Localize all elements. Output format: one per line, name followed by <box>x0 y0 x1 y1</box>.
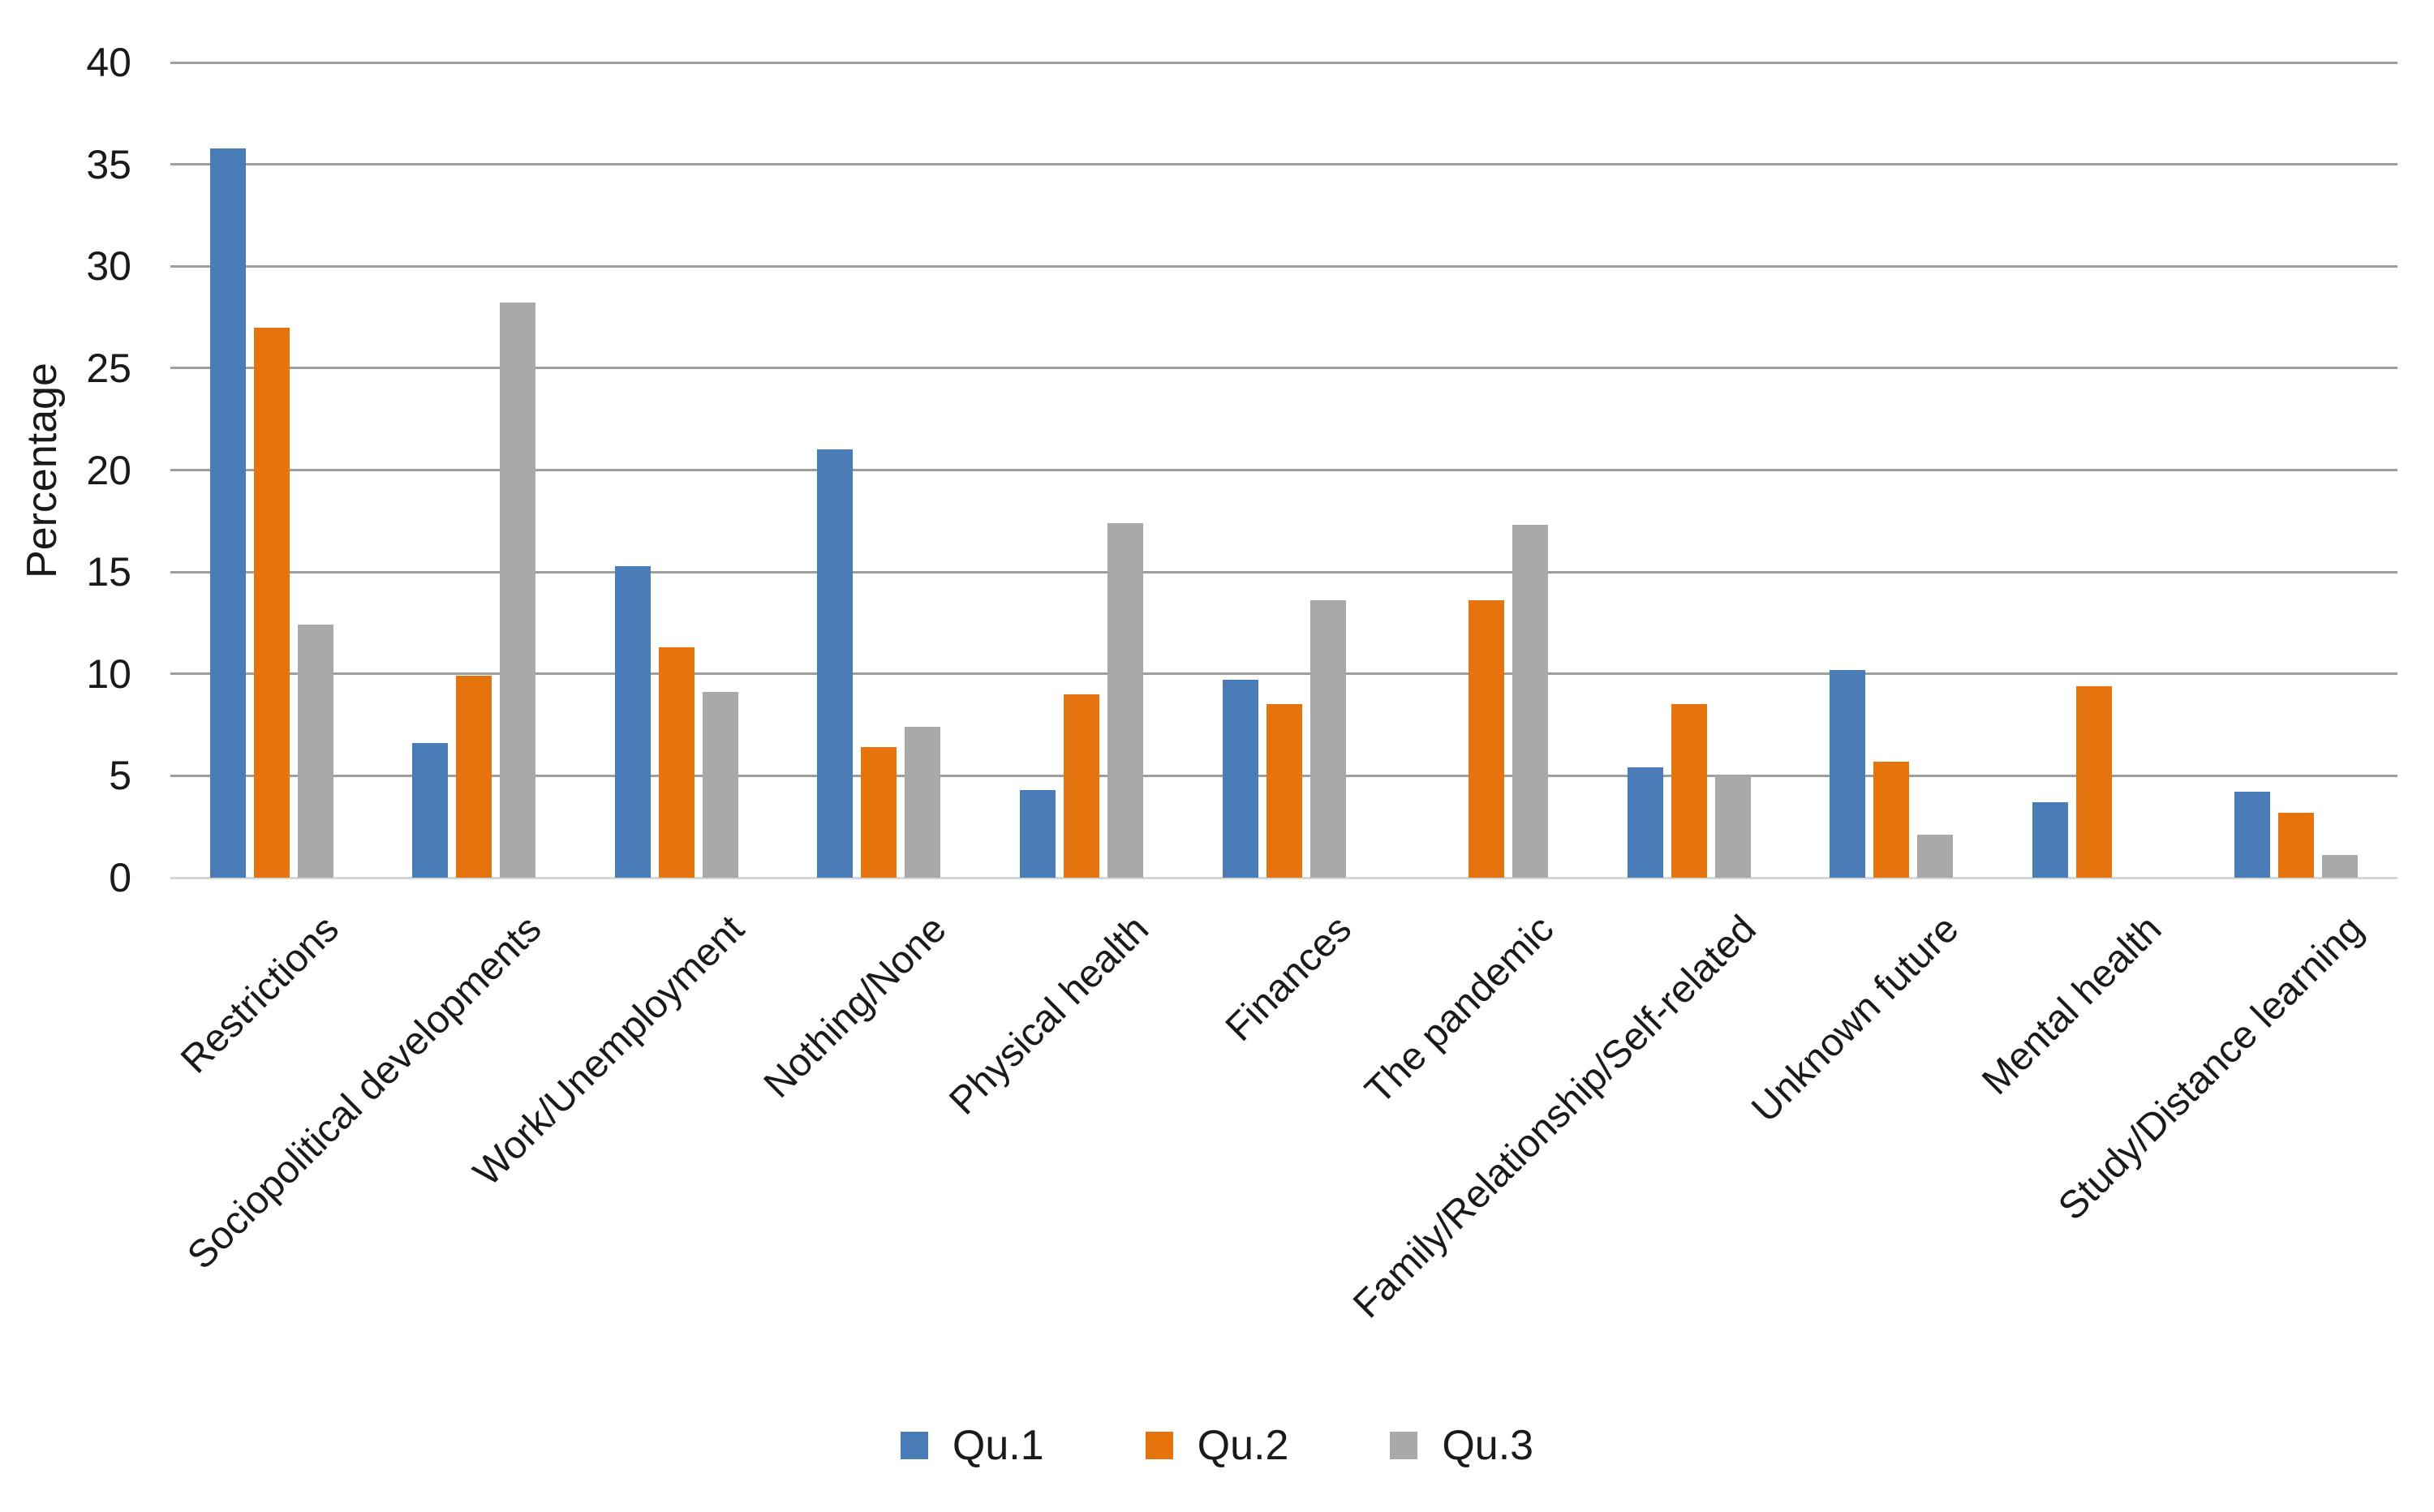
bar-qu1-10 <box>2032 802 2068 878</box>
legend-item-qu1: Qu.1 <box>900 1421 1044 1470</box>
bar-qu2-10 <box>2075 685 2112 878</box>
legend-swatch-qu2 <box>1145 1432 1173 1459</box>
x-category-label: Unknown future <box>1744 907 1967 1131</box>
bar-qu2-9 <box>1873 761 1910 878</box>
legend-label: Qu.3 <box>1442 1422 1534 1469</box>
bar-qu3-5 <box>1107 522 1143 878</box>
bar-qu2-3 <box>658 647 695 878</box>
x-category-label: Restrictions <box>173 907 347 1082</box>
bar-qu2-8 <box>1671 704 1707 878</box>
bar-qu3-2 <box>500 303 536 878</box>
bar-qu2-4 <box>861 747 897 878</box>
x-category-label: Physical health <box>941 907 1158 1123</box>
y-tick-label-35: 35 <box>86 141 131 187</box>
bar-qu2-7 <box>1469 600 1505 878</box>
bar-qu3-3 <box>702 692 738 878</box>
legend-swatch-qu3 <box>1390 1432 1418 1459</box>
bar-qu1-8 <box>1627 767 1663 878</box>
x-axis-line <box>170 876 2397 879</box>
gridline-25 <box>170 367 2397 370</box>
legend-label: Qu.1 <box>952 1422 1044 1469</box>
bar-qu3-8 <box>1714 775 1751 878</box>
bar-qu3-1 <box>297 625 333 878</box>
bar-qu2-6 <box>1266 704 1302 878</box>
y-tick-label-20: 20 <box>86 447 131 493</box>
bar-qu2-11 <box>2278 812 2315 878</box>
y-tick-label-15: 15 <box>86 549 131 595</box>
x-category-label: Family/Relationship/Self-related <box>1345 907 1765 1327</box>
bar-qu1-11 <box>2234 792 2271 878</box>
x-category-label: Finances <box>1217 907 1360 1050</box>
bar-qu1-3 <box>614 565 651 878</box>
y-tick-label-40: 40 <box>86 40 131 85</box>
bar-qu1-1 <box>209 148 246 878</box>
bar-qu3-4 <box>905 727 941 878</box>
legend-swatch-qu1 <box>900 1432 928 1459</box>
y-tick-label-0: 0 <box>109 855 131 900</box>
bar-qu2-5 <box>1063 694 1099 878</box>
bar-qu2-2 <box>456 676 492 878</box>
gridline-15 <box>170 570 2397 573</box>
legend-item-qu2: Qu.2 <box>1145 1421 1289 1470</box>
bar-qu1-6 <box>1222 680 1258 878</box>
x-category-label: Sociopolitical developments <box>179 907 550 1278</box>
y-tick-label-30: 30 <box>86 243 131 290</box>
gridline-35 <box>170 163 2397 166</box>
x-category-label: The pandemic <box>1357 907 1563 1113</box>
bar-qu1-2 <box>412 743 449 878</box>
legend-label: Qu.2 <box>1197 1422 1289 1469</box>
bar-qu3-11 <box>2322 855 2359 878</box>
y-tick-label-25: 25 <box>86 345 131 391</box>
legend-item-qu3: Qu.3 <box>1390 1421 1533 1470</box>
bar-qu3-7 <box>1512 525 1549 878</box>
x-category-label: Mental health <box>1973 907 2170 1103</box>
bar-qu3-9 <box>1917 835 1954 878</box>
gridline-40 <box>170 61 2397 64</box>
gridline-30 <box>170 264 2397 268</box>
bar-qu1-9 <box>1830 669 1866 878</box>
bar-qu1-4 <box>817 449 854 878</box>
bar-qu2-1 <box>253 327 290 878</box>
y-tick-label-10: 10 <box>86 651 131 697</box>
y-tick-label-5: 5 <box>109 753 131 799</box>
bar-qu3-6 <box>1309 600 1346 878</box>
legend: Qu.1 Qu.2 Qu.3 <box>0 1421 2434 1470</box>
gridline-20 <box>170 469 2397 471</box>
bar-qu1-5 <box>1019 789 1056 878</box>
x-category-label: Nothing/None <box>755 907 955 1106</box>
gridline-10 <box>170 672 2397 676</box>
